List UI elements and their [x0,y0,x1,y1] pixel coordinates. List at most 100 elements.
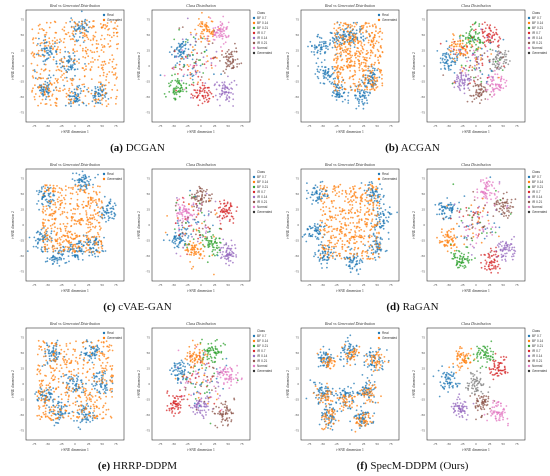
scatter-point [374,259,377,261]
scatter-point [344,22,347,24]
scatter-point [96,193,98,196]
scatter-point [181,211,184,214]
scatter-point [58,196,60,199]
scatter-point [199,86,202,89]
scatter-point [190,233,193,236]
scatter-point [353,42,355,45]
scatter-point [493,88,495,91]
scatter-point [182,75,185,78]
scatter-point [106,204,109,207]
scatter-point [318,36,321,39]
scatter-point [201,84,204,87]
scatter-point [82,34,85,37]
scatter-point [212,35,214,38]
scatter-point [44,195,47,198]
scatter-point [70,64,72,67]
scatter-point [373,36,376,39]
scatter-point [362,74,364,77]
y-tick-label: -75 [146,111,151,115]
scatter-point [333,251,335,254]
scatter-point [314,73,317,75]
scatter-point [322,75,325,77]
scatter-point [333,199,335,202]
scatter-point [467,69,470,72]
scatter-point [79,44,82,47]
scatter-point [490,36,493,39]
scatter-point [94,213,97,215]
scatter-point [58,258,60,261]
scatter-point [327,48,329,51]
scatter-point [492,58,495,61]
scatter-point [365,69,367,72]
scatter-point [228,254,231,256]
scatter-point [495,28,498,31]
scatter-point [44,33,47,36]
scatter-point [319,41,321,44]
x-tick-label: 0 [200,283,202,287]
scatter-point [481,54,484,57]
scatter-point [96,219,98,222]
scatter-point [350,211,353,214]
scatter-point [373,80,376,82]
scatter-point [182,90,184,93]
scatter-point [445,40,448,43]
scatter-point [456,43,459,45]
scatter-point [324,195,326,197]
scatter-point [339,45,341,48]
scatter-point [347,23,350,26]
scatter-point [100,99,103,101]
scatter-point [375,25,377,28]
scatter-point [208,30,211,33]
scatter-point [184,55,187,58]
scatter-point [197,221,200,223]
scatter-point [354,231,357,234]
scatter-point [172,242,175,244]
scatter-point [216,57,218,59]
scatter-point [234,59,237,61]
scatter-point [451,82,454,85]
scatter-point [320,225,323,228]
scatter-point [317,229,319,231]
x-tick-label: -50 [447,124,452,128]
scatter-point [478,25,480,27]
scatter-point [87,192,90,195]
scatter-point [70,105,72,108]
scatter-point [78,36,81,38]
scatter-point [49,46,51,48]
scatter-point [372,204,375,207]
scatter-point [472,94,475,97]
scatter-point [44,199,47,201]
scatter-point [332,83,335,86]
scatter-point [169,84,172,87]
scatter-point [177,222,179,224]
scatter-point [206,261,209,264]
plot-frame [426,9,526,123]
scatter-point [361,100,363,103]
scatter-point [380,188,383,190]
x-tick-label: 25 [362,283,366,287]
scatter-point [326,45,329,48]
scatter-point [341,100,344,103]
scatter-point [105,207,108,210]
scatter-point [92,225,94,228]
x-tick-label: -75 [307,283,312,287]
scatter-point [97,102,100,104]
scatter-point [209,194,212,197]
scatter-point [361,98,364,101]
scatter-point [375,77,377,79]
scatter-point [231,215,234,218]
right-legend-label: IR 0.21 [532,41,543,45]
scatter-point [486,36,489,38]
scatter-point [475,57,478,59]
scatter-point [101,34,103,37]
scatter-point [43,192,46,194]
scatter-point [52,199,55,202]
scatter-point [63,257,65,260]
scatter-point [37,24,40,27]
scatter-point [199,190,202,192]
scatter-point [106,73,109,76]
scatter-point [348,50,351,52]
scatter-point [462,53,465,56]
scatter-point [97,241,100,244]
scatter-point [199,187,201,190]
